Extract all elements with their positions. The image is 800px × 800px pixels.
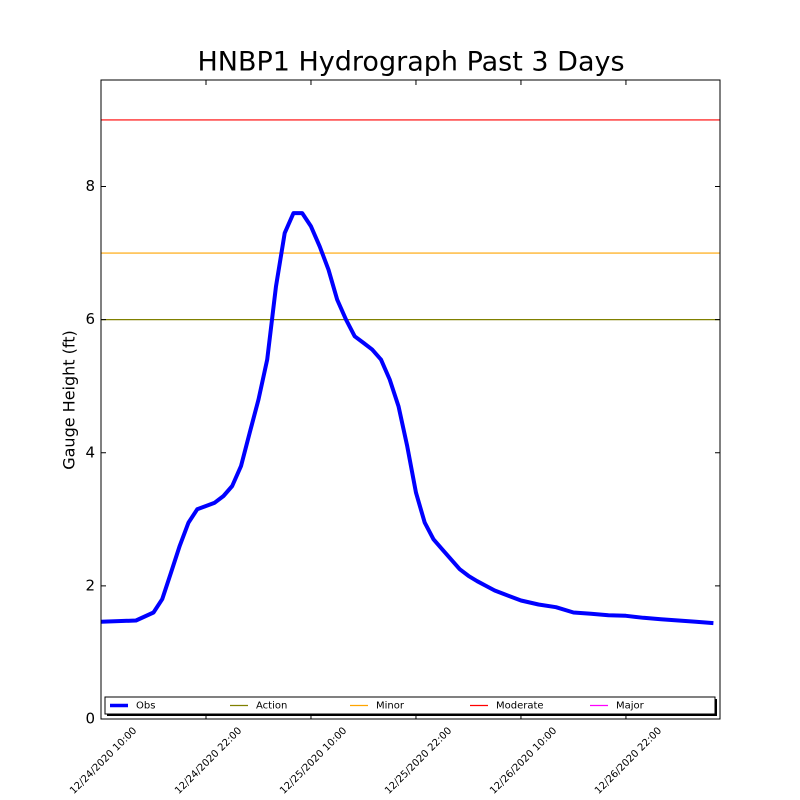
- legend-label: Obs: [136, 701, 155, 712]
- legend-label: Action: [256, 701, 287, 712]
- plot-frame: [100, 79, 721, 720]
- legend-label: Major: [616, 701, 645, 712]
- y-tick-label: 6: [85, 310, 95, 328]
- chart-title: HNBP1 Hydrograph Past 3 Days: [197, 47, 624, 78]
- y-tick-label: 4: [85, 443, 95, 461]
- y-tick-label: 8: [85, 177, 95, 195]
- y-tick-label: 2: [85, 576, 95, 594]
- series-line: [100, 211, 714, 626]
- legend-box: [104, 696, 716, 715]
- legend-label: Minor: [376, 701, 405, 712]
- y-tick-label: 0: [85, 710, 95, 728]
- y-axis-label: Gauge Height (ft): [60, 330, 79, 470]
- legend-label: Moderate: [496, 701, 544, 712]
- legend: Obs Action Minor Moderate Major: [104, 696, 717, 716]
